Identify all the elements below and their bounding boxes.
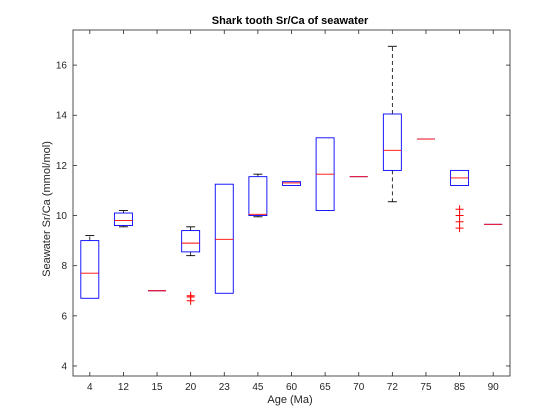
y-axis: 4 6 8 10 12 14 16 [56, 61, 510, 372]
y-axis-label: Seawater Sr/Ca (mmol/mol) [41, 141, 53, 277]
x-tick-label: 65 [320, 382, 332, 393]
box [181, 230, 201, 253]
box-group [282, 181, 301, 186]
x-tick-label: 12 [118, 382, 130, 393]
box [214, 183, 234, 294]
x-tick-label: 72 [387, 382, 399, 393]
x-tick-label: 4 [87, 382, 93, 393]
box-group [248, 173, 268, 218]
y-tick-label: 6 [61, 311, 67, 322]
x-tick-label: 70 [353, 382, 365, 393]
plot-frame [72, 29, 511, 377]
outlier-marker [186, 291, 195, 300]
y-tick-label: 8 [61, 261, 67, 272]
box-group [382, 45, 402, 203]
x-tick-label: 75 [420, 382, 432, 393]
plot-area [72, 29, 511, 377]
y-tick-label: 12 [56, 161, 68, 172]
x-tick-label: 45 [252, 382, 264, 393]
box-group [450, 169, 470, 233]
x-tick-label: 60 [286, 382, 298, 393]
box [248, 176, 268, 216]
x-tick-label: 15 [151, 382, 163, 393]
x-axis: 4 12 15 20 23 45 60 65 70 72 75 85 90 [87, 30, 499, 393]
box-group [315, 137, 335, 211]
outlier-marker [455, 205, 464, 214]
box-group [214, 183, 234, 294]
x-tick-label: 23 [219, 382, 231, 393]
box [80, 240, 100, 299]
x-tick-label: 90 [488, 382, 500, 393]
chart-title: Shark tooth Sr/Ca of seawater [212, 15, 369, 27]
x-axis-label: Age (Ma) [267, 394, 312, 406]
x-tick-label: 85 [454, 382, 466, 393]
y-tick-label: 14 [56, 111, 68, 122]
box-group [113, 210, 133, 228]
x-tick-label: 20 [185, 382, 197, 393]
box [113, 212, 133, 227]
box-group [80, 235, 100, 299]
y-tick-label: 10 [56, 211, 68, 222]
box [382, 113, 402, 171]
y-tick-label: 16 [56, 61, 68, 72]
box-group [181, 226, 201, 305]
y-tick-label: 4 [61, 361, 67, 372]
box [282, 181, 301, 186]
